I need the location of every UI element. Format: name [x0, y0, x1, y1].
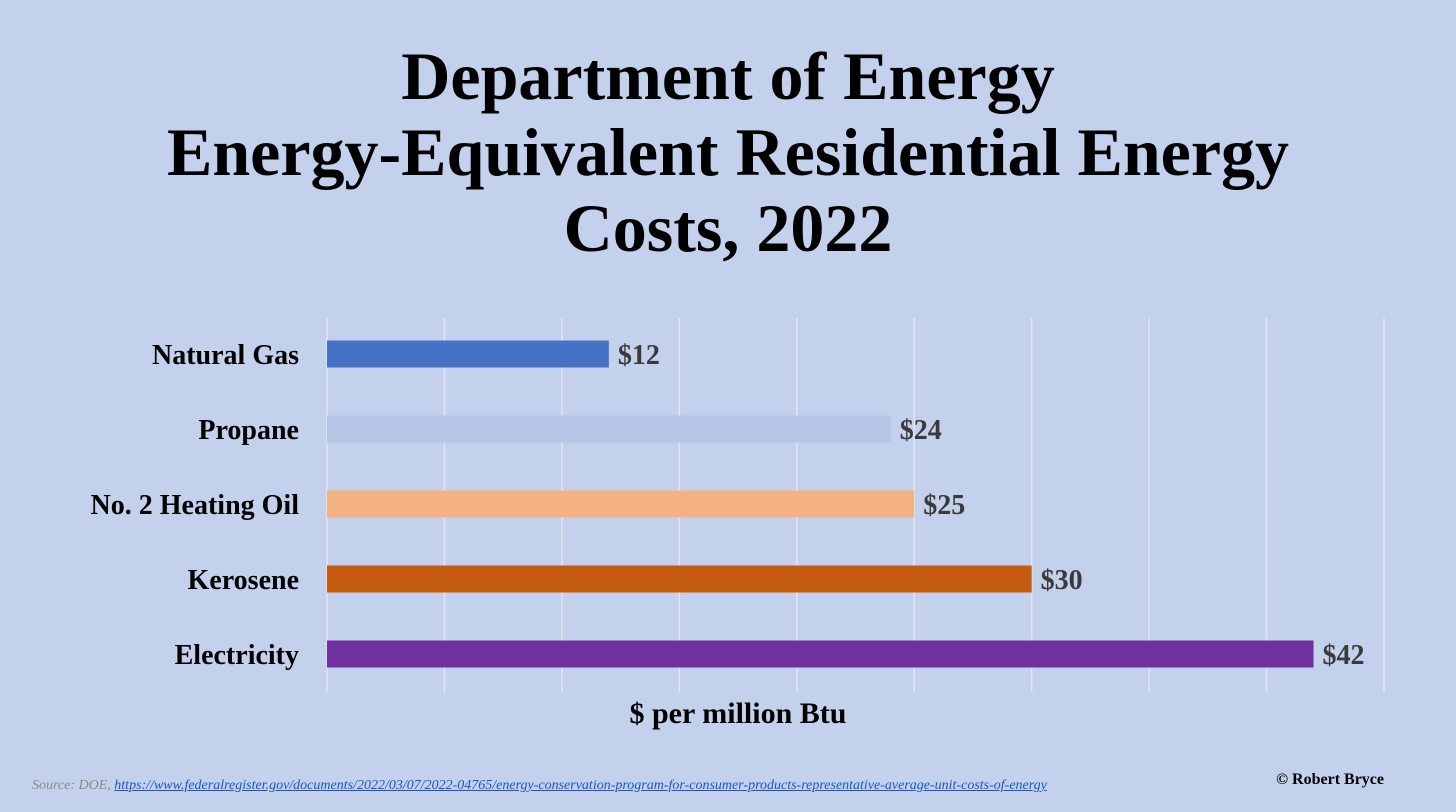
- bar: [327, 490, 915, 518]
- data-label: $25: [923, 490, 965, 521]
- category-label: Electricity: [175, 640, 299, 671]
- chart-title-line-2: Energy-Equivalent Residential Energy: [166, 114, 1290, 190]
- bar: [327, 415, 891, 443]
- category-label: No. 2 Heating Oil: [91, 490, 300, 521]
- source-note: Source: DOE, https://www.federalregister…: [32, 778, 1047, 794]
- category-label: Kerosene: [188, 565, 299, 596]
- category-label: Natural Gas: [152, 340, 299, 371]
- data-label: $42: [1323, 640, 1365, 671]
- category-labels: Natural Gas Propane No. 2 Heating Oil Keros…: [91, 340, 300, 671]
- source-prefix: Source: DOE,: [32, 778, 111, 793]
- bar: [327, 340, 609, 368]
- data-label: $30: [1041, 565, 1083, 596]
- bars: [327, 340, 1314, 668]
- bar: [327, 565, 1032, 593]
- copyright-notice: © Robert Bryce: [1276, 771, 1384, 788]
- bar: [327, 640, 1314, 668]
- data-label: $24: [900, 415, 942, 446]
- chart-title-line-1: Department of Energy: [401, 38, 1055, 114]
- chart-title-line-3: Costs, 2022: [563, 190, 893, 266]
- value-labels: $12 $24 $25 $30 $42: [618, 340, 1365, 671]
- source-link[interactable]: https://www.federalregister.gov/document…: [114, 778, 1047, 793]
- category-label: Propane: [198, 415, 299, 446]
- chart-title: Department of Energy Energy-Equivalent R…: [0, 38, 1456, 266]
- x-axis-label: $ per million Btu: [629, 697, 847, 730]
- data-label: $12: [618, 340, 660, 371]
